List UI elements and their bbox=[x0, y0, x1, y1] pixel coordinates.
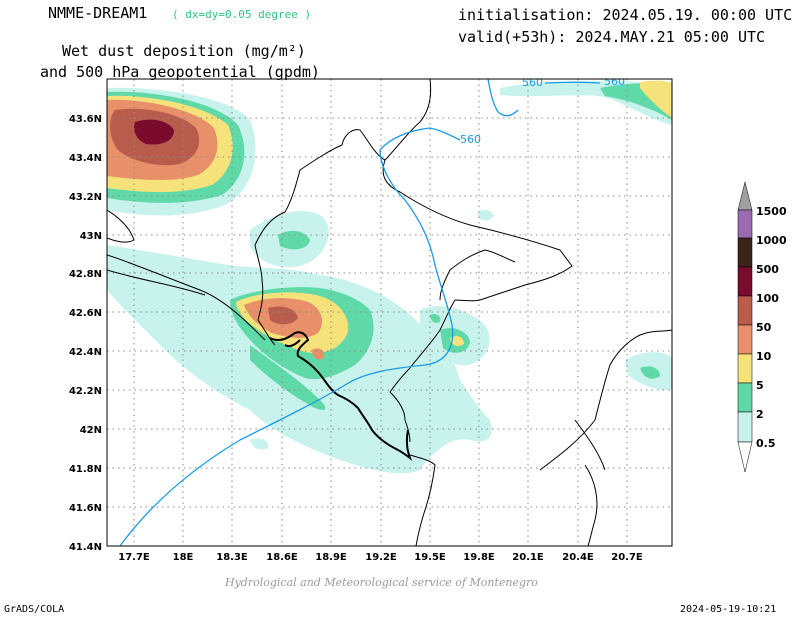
legend-label: 5 bbox=[756, 379, 764, 392]
lat-tick-label: 42.4N bbox=[69, 347, 102, 358]
legend-label: 500 bbox=[756, 263, 779, 276]
contour-labels: 560 560 560 bbox=[460, 75, 625, 146]
legend-swatch-5 bbox=[737, 353, 753, 384]
legend-swatch-0.5 bbox=[737, 411, 753, 443]
legend-swatch-100 bbox=[737, 266, 753, 297]
contour-label-560: 560 bbox=[460, 133, 481, 146]
lat-tick-label: 41.4N bbox=[69, 542, 102, 553]
map-area: 560 560 560 bbox=[107, 75, 672, 546]
legend-label: 1500 bbox=[756, 205, 787, 218]
legend-swatch-1500 bbox=[737, 181, 753, 211]
lon-tick-label: 19.8E bbox=[463, 552, 495, 563]
legend-swatch-10 bbox=[737, 324, 753, 355]
lon-tick-label: 17.7E bbox=[118, 552, 150, 563]
legend-label: 10 bbox=[756, 350, 772, 363]
legend-label: 100 bbox=[756, 292, 779, 305]
lon-tick-label: 18.6E bbox=[266, 552, 298, 563]
legend-swatch-1000 bbox=[737, 209, 753, 239]
lat-tick-label: 43.2N bbox=[69, 192, 102, 203]
legend-label: 1000 bbox=[756, 234, 787, 247]
lon-tick-label: 20.7E bbox=[611, 552, 643, 563]
longitude-axis: 17.7E 18E 18.3E 18.6E 18.9E 19.2E 19.5E … bbox=[118, 552, 643, 563]
lat-tick-label: 42.6N bbox=[69, 308, 102, 319]
variable-title-line2: and 500 hPa geopotential (gpdm) bbox=[40, 63, 320, 81]
geopotential-contours bbox=[119, 79, 601, 546]
map-grid bbox=[107, 79, 672, 546]
legend-swatch-2 bbox=[737, 382, 753, 413]
resolution-label: ( dx=dy=0.05 degree ) bbox=[172, 8, 312, 21]
lat-tick-label: 43.6N bbox=[69, 114, 102, 125]
legend-swatch-500 bbox=[737, 237, 753, 268]
legend-swatch-50 bbox=[737, 295, 753, 326]
variable-title-line1: Wet dust deposition (mg/m²) bbox=[62, 42, 306, 60]
color-legend bbox=[737, 181, 753, 473]
legend-label: 2 bbox=[756, 408, 764, 421]
valid-time: valid(+53h): 2024.MAY.21 05:00 UTC bbox=[458, 28, 766, 46]
legend-label: 0.5 bbox=[756, 437, 776, 450]
lon-tick-label: 20.1E bbox=[512, 552, 544, 563]
deposition-100-layer bbox=[134, 119, 174, 145]
contour-label-560: 560 bbox=[522, 76, 543, 89]
initialisation-time: initialisation: 2024.05.19. 00:00 UTC bbox=[458, 6, 793, 24]
lat-tick-label: 41.6N bbox=[69, 503, 102, 514]
lat-tick-label: 43N bbox=[80, 231, 102, 242]
lon-tick-label: 18.3E bbox=[216, 552, 248, 563]
model-title: NMME-DREAM1 bbox=[48, 4, 148, 22]
legend-labels: 1500 1000 500 100 50 10 5 2 0.5 bbox=[756, 205, 787, 450]
lon-tick-label: 18.9E bbox=[315, 552, 347, 563]
legend-label: 50 bbox=[756, 321, 772, 334]
map-frame bbox=[106, 78, 673, 547]
lon-tick-label: 19.2E bbox=[365, 552, 397, 563]
render-timestamp: 2024-05-19-10:21 bbox=[680, 604, 777, 615]
lon-tick-label: 18E bbox=[173, 552, 194, 563]
contour-label-560: 560 bbox=[604, 75, 625, 88]
coastline bbox=[269, 331, 413, 461]
legend-swatch-below bbox=[737, 441, 753, 473]
lon-tick-label: 20.4E bbox=[562, 552, 594, 563]
lat-tick-label: 43.4N bbox=[69, 153, 102, 164]
credit-text: Hydrological and Meteorological service … bbox=[225, 576, 538, 589]
lat-tick-label: 42.8N bbox=[69, 269, 102, 280]
software-label: GrADS/COLA bbox=[4, 604, 65, 615]
lat-tick-label: 41.8N bbox=[69, 464, 102, 475]
lat-tick-label: 42N bbox=[80, 425, 102, 436]
lat-tick-label: 42.2N bbox=[69, 386, 102, 397]
lon-tick-label: 19.5E bbox=[414, 552, 446, 563]
latitude-axis: 43.6N 43.4N 43.2N 43N 42.8N 42.6N 42.4N … bbox=[69, 114, 102, 553]
country-borders bbox=[107, 79, 672, 546]
